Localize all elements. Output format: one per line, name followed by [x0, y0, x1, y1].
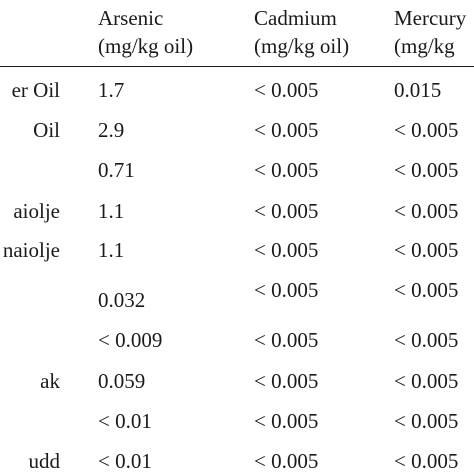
- row-10-cadmium: < 0.005: [254, 449, 319, 473]
- header-mercury: Mercury (mg/kg: [394, 4, 466, 60]
- row-8-cadmium: < 0.005: [254, 369, 319, 393]
- header-mercury-name: Mercury: [394, 6, 467, 30]
- row-2-mercury: < 0.005: [394, 118, 459, 142]
- row-10-arsenic: < 0.01: [98, 449, 152, 473]
- header-cadmium-unit: (mg/kg oil): [254, 34, 350, 58]
- header-rule: [0, 66, 474, 67]
- header-cadmium: Cadmium (mg/kg oil): [254, 4, 349, 60]
- row-6-arsenic: 0.032: [98, 288, 146, 312]
- row-9-arsenic: < 0.01: [98, 409, 152, 433]
- row-10-mercury: < 0.005: [394, 449, 459, 473]
- header-arsenic: Arsenic (mg/kg oil): [98, 4, 193, 60]
- row-4-cadmium: < 0.005: [254, 199, 319, 223]
- row-4-arsenic: 1.1: [98, 199, 125, 223]
- row-2-cadmium: < 0.005: [254, 118, 319, 142]
- row-8-mercury: < 0.005: [394, 369, 459, 393]
- header-arsenic-name: Arsenic: [98, 6, 164, 30]
- row-5-cadmium: < 0.005: [254, 238, 319, 262]
- row-1-name: er Oil: [11, 78, 60, 102]
- row-9-cadmium: < 0.005: [254, 409, 319, 433]
- row-6-cadmium: < 0.005: [254, 278, 319, 302]
- row-7-arsenic: < 0.009: [98, 328, 163, 352]
- row-8-name: ak: [40, 369, 60, 393]
- row-8-arsenic: 0.059: [98, 369, 146, 393]
- header-mercury-unit: (mg/kg: [394, 34, 455, 58]
- row-1-arsenic: 1.7: [98, 78, 125, 102]
- row-3-cadmium: < 0.005: [254, 158, 319, 182]
- row-3-arsenic: 0.71: [98, 158, 135, 182]
- row-6-mercury: < 0.005: [394, 278, 459, 302]
- row-7-mercury: < 0.005: [394, 328, 459, 352]
- row-3-mercury: < 0.005: [394, 158, 459, 182]
- header-cadmium-name: Cadmium: [254, 6, 337, 30]
- row-1-mercury: 0.015: [394, 78, 442, 102]
- row-5-name: naiolje: [2, 238, 60, 262]
- header-arsenic-unit: (mg/kg oil): [98, 34, 194, 58]
- row-5-mercury: < 0.005: [394, 238, 459, 262]
- row-9-mercury: < 0.005: [394, 409, 459, 433]
- row-5-arsenic: 1.1: [98, 238, 125, 262]
- row-2-arsenic: 2.9: [98, 118, 125, 142]
- row-7-cadmium: < 0.005: [254, 328, 319, 352]
- row-4-name: aiolje: [13, 199, 60, 223]
- row-2-name: Oil: [33, 118, 60, 142]
- row-4-mercury: < 0.005: [394, 199, 459, 223]
- row-1-cadmium: < 0.005: [254, 78, 319, 102]
- row-10-name: udd: [28, 449, 61, 473]
